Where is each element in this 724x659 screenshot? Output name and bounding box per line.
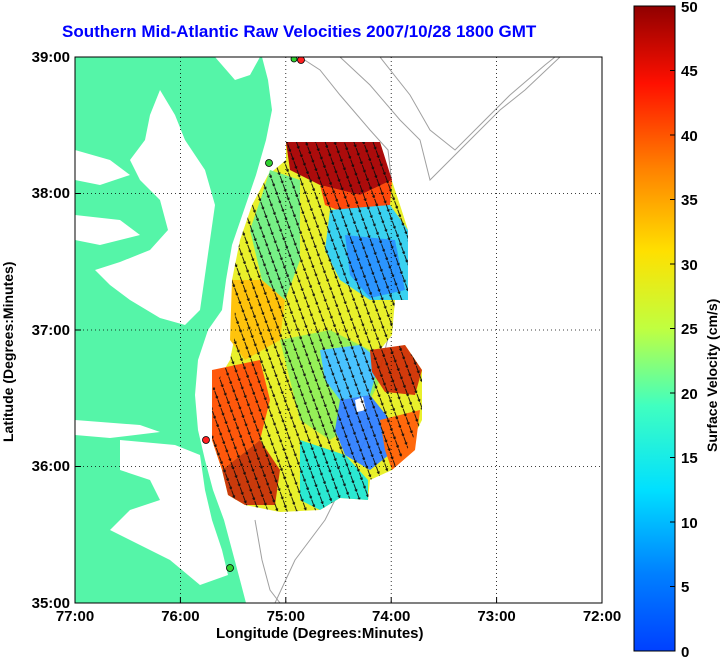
- y-axis-label: Latitude (Degrees:Minutes): [0, 261, 16, 442]
- x-tick-label: 75:00: [267, 608, 305, 625]
- y-tick-label: 39:00: [32, 49, 70, 66]
- colorbar-tick-label: 20: [681, 386, 698, 403]
- colorbar-tick-label: 50: [681, 0, 698, 16]
- x-tick-label: 76:00: [161, 608, 199, 625]
- colorbar-ticks: 50 45 40 35 30 25 20 15 10 5 0: [670, 0, 698, 659]
- map-area: [75, 56, 602, 603]
- velocity-field: [212, 142, 422, 512]
- y-tick-label: 35:00: [32, 595, 70, 612]
- colorbar-tick-label: 0: [681, 644, 689, 659]
- colorbar-tick-label: 40: [681, 128, 698, 145]
- colorbar-tick-label: 25: [681, 321, 698, 338]
- station-marker-green[interactable]: [290, 56, 298, 63]
- y-tick-label: 37:00: [32, 322, 70, 339]
- map-title: Southern Mid-Atlantic Raw Velocities 200…: [62, 22, 537, 41]
- pamlico-sound: [110, 440, 228, 585]
- chesapeake-bay: [95, 90, 215, 325]
- x-axis: 77:00 76:00 75:00 74:00 73:00 72:00: [56, 597, 621, 625]
- x-tick-label: 77:00: [56, 608, 94, 625]
- colorbar-tick-label: 35: [681, 192, 698, 209]
- station-marker-green[interactable]: [226, 564, 234, 572]
- colorbar-tick-label: 45: [681, 63, 698, 80]
- x-tick-label: 73:00: [477, 608, 515, 625]
- x-tick-label: 72:00: [583, 608, 621, 625]
- colorbar-tick-label: 15: [681, 450, 698, 467]
- y-tick-label: 38:00: [32, 185, 70, 202]
- colorbar-label: Surface Velocity (cm/s): [704, 298, 720, 452]
- station-marker-red[interactable]: [202, 436, 210, 444]
- x-tick-label: 74:00: [372, 608, 410, 625]
- y-tick-label: 36:00: [32, 458, 70, 475]
- grid: [75, 57, 602, 603]
- colorbar: [633, 5, 676, 652]
- y-axis: 39:00 38:00 37:00 36:00 35:00: [32, 49, 81, 612]
- station-marker-red[interactable]: [297, 57, 305, 64]
- colorbar-tick-label: 30: [681, 257, 698, 274]
- colorbar-tick-label: 5: [681, 579, 689, 596]
- colorbar-tick-label: 10: [681, 515, 698, 532]
- station-marker-green[interactable]: [265, 159, 273, 167]
- x-axis-label: Longitude (Degrees:Minutes): [216, 625, 424, 642]
